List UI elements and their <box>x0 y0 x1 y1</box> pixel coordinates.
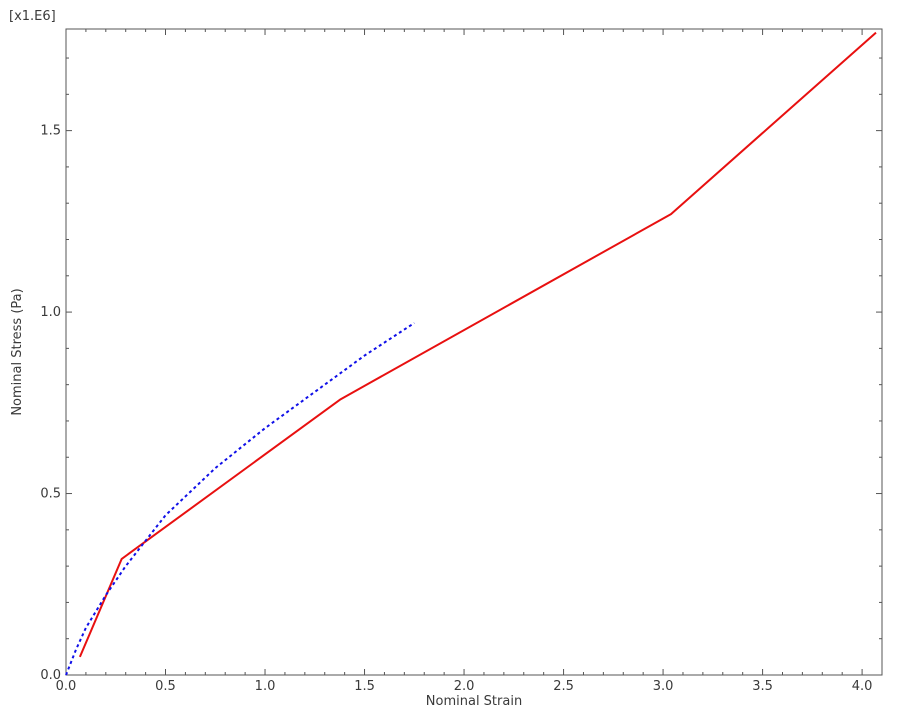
x-tick-label: 1.5 <box>354 679 375 694</box>
y-axis-title: Nominal Stress (Pa) <box>10 288 25 415</box>
series-line-1 <box>78 31 877 658</box>
plot-series <box>65 31 877 676</box>
x-tick-label: 0.5 <box>155 679 176 694</box>
y-tick-label: 0.0 <box>40 668 61 683</box>
series-line-2 <box>65 322 415 676</box>
y-tick-label: 1.0 <box>40 305 61 320</box>
x-tick-label: 3.0 <box>653 679 674 694</box>
y-tick-label: 1.5 <box>40 124 61 139</box>
x-axis-title: Nominal Strain <box>426 694 522 709</box>
x-tick-label: 1.0 <box>255 679 276 694</box>
x-tick-label: 0.0 <box>56 679 77 694</box>
plot-frame <box>65 28 883 676</box>
y-tick-label: 0.5 <box>40 487 61 502</box>
x-tick-label: 2.5 <box>553 679 574 694</box>
x-tick-label: 3.5 <box>752 679 773 694</box>
x-tick-label: 2.0 <box>454 679 475 694</box>
axes: 0.0 0.5 1.0 1.5 2.0 2.5 3.0 3.5 4.0 0.0 0.5 1.0 1.5 <box>40 28 883 694</box>
x-tick-label: 4.0 <box>852 679 873 694</box>
y-axis-multiplier-label: [x1.E6] <box>9 9 56 24</box>
